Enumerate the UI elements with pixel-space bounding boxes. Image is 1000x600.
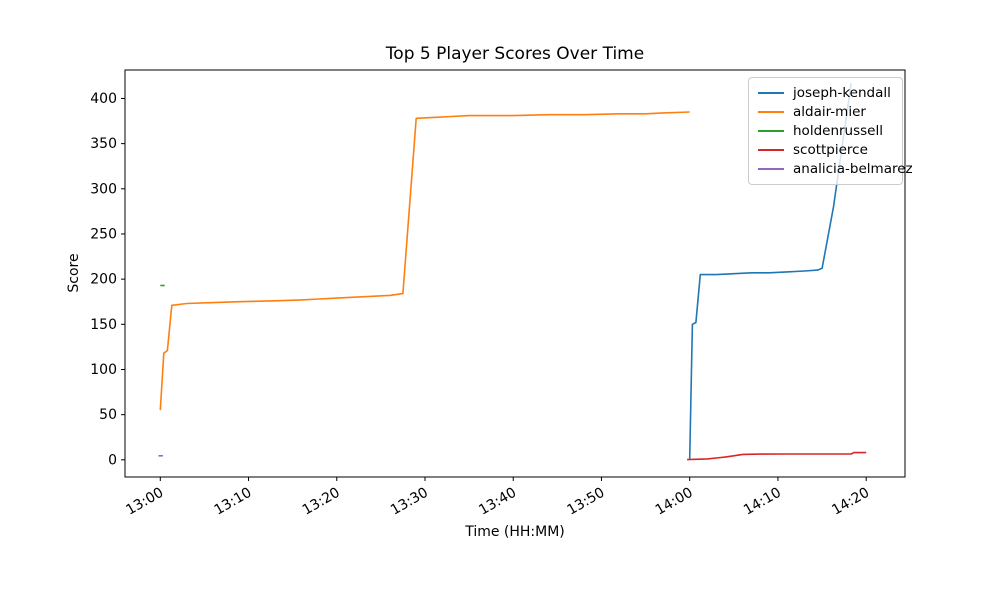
legend-item-scottpierce: scottpierce [758,140,893,159]
legend-item-holdenrussell: holdenrussell [758,121,893,140]
x-tick-label: 13:50 [565,485,608,519]
y-tick-label: 250 [90,226,117,242]
x-tick-label: 14:20 [829,485,872,519]
y-tick-label: 200 [90,272,117,288]
legend-label: aldair-mier [793,103,866,120]
x-tick-label: 13:00 [123,485,166,519]
x-axis-label: Time (HH:MM) [465,524,565,540]
legend-item-analicia-belmarez: analicia-belmarez [758,159,913,178]
legend-label: joseph-kendall [793,84,891,101]
series-line-joseph-kendall [688,82,852,459]
y-tick-label: 350 [90,136,117,152]
legend-swatch-holdenrussell [758,129,784,132]
x-tick-label: 14:10 [741,485,784,519]
legend-label: scottpierce [793,141,868,158]
legend: joseph-kendall aldair-mier holdenrussell sc… [748,77,913,185]
legend-swatch-scottpierce [758,148,784,151]
y-tick-label: 400 [90,91,117,107]
x-tick-label: 13:20 [300,485,343,519]
legend-swatch-aldair-mier [758,110,784,113]
series-line-aldair-mier [159,111,690,411]
y-tick-label: 150 [90,317,117,333]
y-tick-label: 0 [108,452,117,468]
legend-swatch-analicia-belmarez [758,167,784,170]
axes-frame [124,69,906,478]
legend-swatch-joseph-kendall [758,91,784,94]
legend-item-joseph-kendall: joseph-kendall [758,83,893,102]
x-tick-label: 14:00 [653,485,696,519]
legend-label: holdenrussell [793,122,883,139]
y-tick-label: 300 [90,181,117,197]
series-line-scottpierce [687,451,867,461]
x-tick-label: 13:10 [212,485,255,519]
legend-item-aldair-mier: aldair-mier [758,102,893,121]
x-tick-label: 13:30 [388,485,431,519]
legend-label: analicia-belmarez [793,160,913,177]
y-axis-label: Score [66,253,82,293]
y-tick-label: 50 [99,407,117,423]
x-tick-label: 13:40 [476,485,519,519]
y-tick-label: 100 [90,362,117,378]
chart-title: Top 5 Player Scores Over Time [385,44,645,64]
